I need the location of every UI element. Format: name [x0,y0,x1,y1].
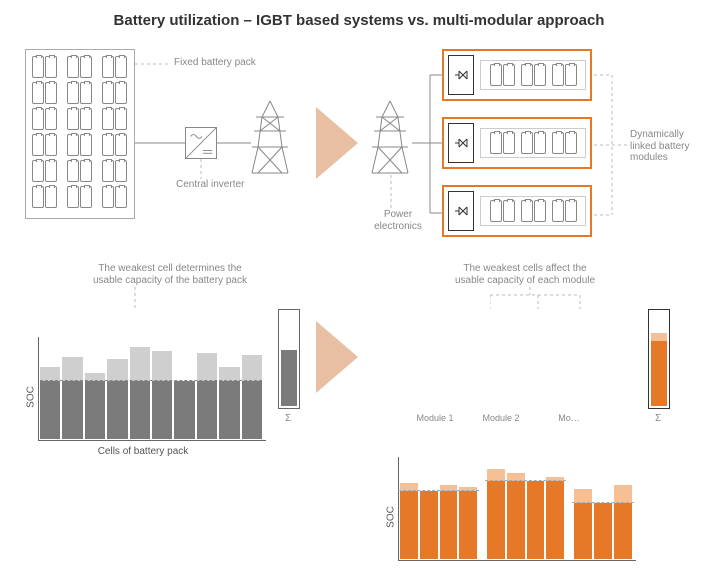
central-inverter-label: Central inverter [176,179,244,191]
sigma-box [648,309,670,409]
bar [130,347,150,439]
module-pe-icon [448,123,474,163]
module-label: Module 1 [406,413,464,423]
leader-line [196,159,216,179]
wire-icon [412,57,442,231]
y-axis-label: SOC [25,386,36,408]
leader-line [100,287,170,311]
bar [85,373,105,439]
sigma-label: Σ [285,413,291,425]
leader-line [384,175,398,209]
page-title: Battery utilization – IGBT based systems… [0,0,718,37]
bar [197,353,217,439]
bar [487,469,505,559]
right-chart: SOC [380,457,636,577]
bar [107,359,127,439]
leader-line [594,65,628,225]
leader-line [135,57,171,71]
bar [527,481,545,559]
wire-icon [217,133,251,153]
bar [400,483,418,559]
battery-module [442,117,592,169]
bar [459,487,477,559]
bar [594,503,612,559]
bar [40,367,60,439]
separator-arrow-icon [316,321,358,393]
sigma-box [278,309,300,409]
module-pe-icon [448,191,474,231]
bar [546,477,564,559]
pylon-icon [248,99,292,180]
battery-module [442,185,592,237]
module-label: Mo… [540,413,598,423]
sigma-label: Σ [655,413,661,425]
module-pe-icon [448,55,474,95]
pylon-icon [368,99,412,180]
bar [152,351,172,439]
x-axis-label: Cells of battery pack [20,446,266,457]
y-axis-label: SOC [385,506,396,528]
bar [219,367,239,439]
power-electronics-label: Power electronics [368,209,428,232]
right-chart-caption: The weakest cells affect the usable capa… [420,263,630,286]
module-label: Module 2 [472,413,530,423]
bar [440,485,458,559]
bar [62,357,82,439]
left-chart-caption: The weakest cell determines the usable c… [60,263,280,286]
fixed-battery-pack [25,49,135,219]
bar [507,473,525,559]
bar [242,355,262,439]
bar [174,381,194,439]
separator-arrow-icon [316,107,358,179]
leader-line [490,287,590,311]
wire-icon [135,133,185,153]
bar [574,489,592,559]
left-chart: SOC [20,337,266,457]
modules-label: Dynamically linked battery modules [630,129,689,164]
bar [614,485,632,559]
inverter-icon [185,127,217,159]
battery-module [442,49,592,101]
fixed-pack-label: Fixed battery pack [174,57,256,69]
bar [420,491,438,559]
